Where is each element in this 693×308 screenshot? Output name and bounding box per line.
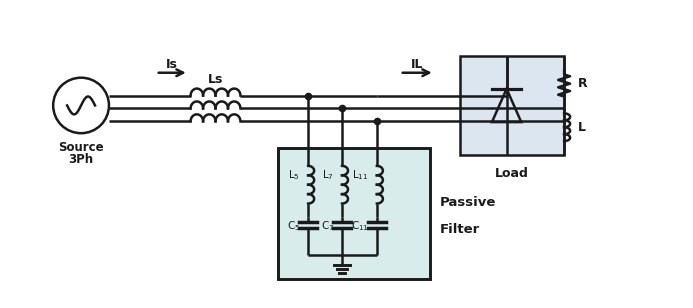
Text: L$_{11}$: L$_{11}$ [353, 168, 369, 182]
Text: Passive: Passive [439, 197, 496, 209]
Text: L$_5$: L$_5$ [288, 168, 300, 182]
Text: IL: IL [411, 58, 423, 71]
Text: 3Ph: 3Ph [69, 153, 94, 166]
Bar [459, 56, 564, 155]
Text: C$_5$: C$_5$ [287, 219, 300, 233]
Text: C$_{11}$: C$_{11}$ [351, 219, 369, 233]
Text: Ls: Ls [208, 73, 223, 86]
Text: L$_7$: L$_7$ [322, 168, 334, 182]
Text: Load: Load [495, 167, 529, 180]
Text: L: L [578, 121, 586, 134]
Text: Source: Source [58, 141, 104, 154]
Text: Filter: Filter [439, 223, 480, 236]
Text: R: R [578, 77, 588, 90]
Bar [279, 148, 430, 279]
Text: C$_7$: C$_7$ [321, 219, 334, 233]
Text: Is: Is [166, 58, 178, 71]
